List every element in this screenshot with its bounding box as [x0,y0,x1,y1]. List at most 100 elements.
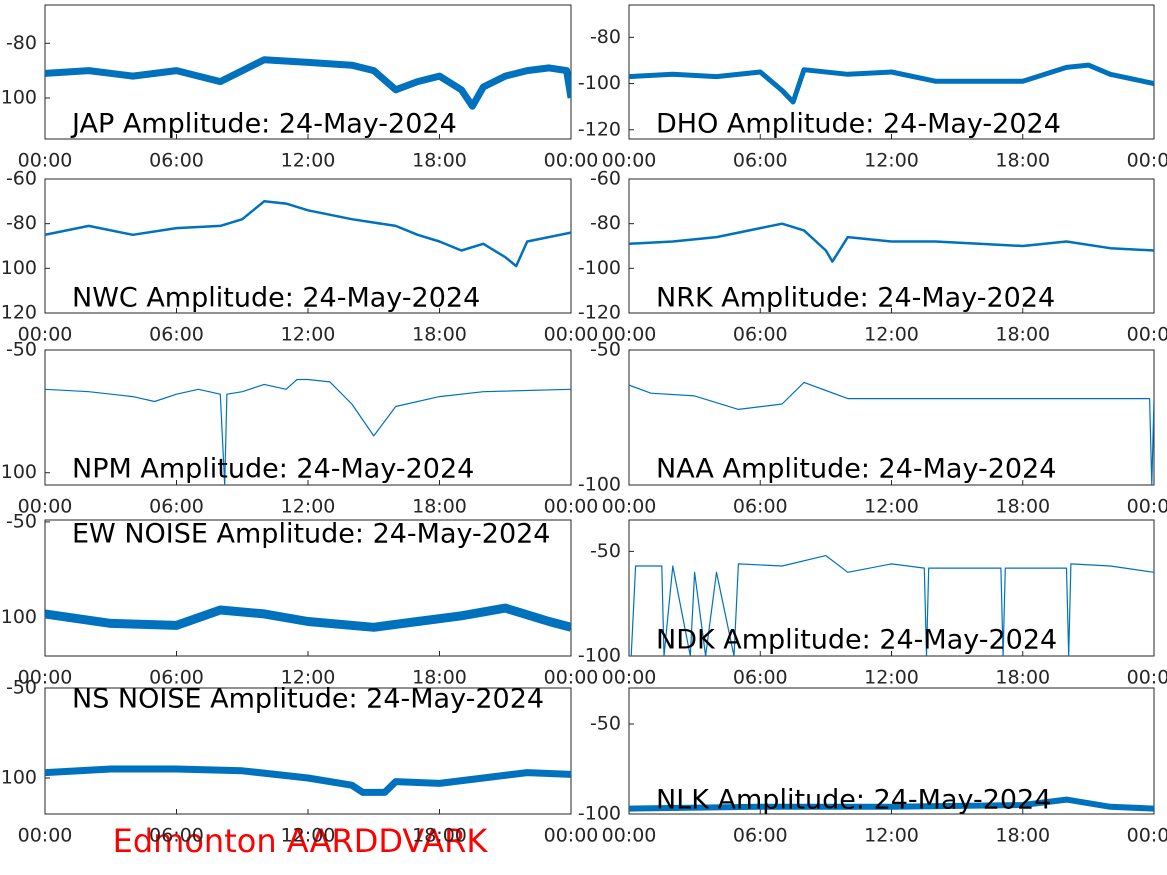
x-tick-label: 06:00 [733,667,788,689]
x-tick-label: 00:00 [18,324,73,346]
panel: 00:0006:0012:0018:0000:00-120-100-80-60N… [578,168,1167,346]
y-tick-label: -50 [590,339,621,361]
chart-title: NPM Amplitude: 24-May-2024 [72,454,474,485]
data-line [45,200,571,268]
y-tick-label: -100 [0,767,37,789]
y-tick-label: -60 [590,168,621,190]
axes-box [44,349,572,486]
y-tick-label: -100 [0,606,37,628]
x-tick-label: 12:00 [864,667,919,689]
y-tick-label: -120 [0,302,37,324]
y-tick-label: -80 [6,212,37,234]
chart-title: NAA Amplitude: 24-May-2024 [656,454,1056,485]
data-line [629,796,1154,812]
y-tick-label: -80 [590,26,621,48]
x-tick-label: 18:00 [995,150,1050,172]
x-tick-label: 18:00 [412,150,467,172]
x-tick-label: 00:00 [1127,825,1167,847]
panel: 00:00 06:00 12:00 18:00 00:00 -100 -50 NS NOISE… [0,677,598,847]
x-tick-label: 00:00 [544,667,599,689]
y-tick-label: -100 [0,461,37,483]
y-tick-label: -100 [578,645,621,667]
x-tick-label: 12:00 [281,150,336,172]
x-tick-label: 00:00 [602,825,657,847]
x-tick-label: 18:00 [412,324,467,346]
x-tick-label: 18:00 [995,825,1050,847]
x-tick-label: 00:00 [602,667,657,689]
x-tick-label: 00:00 [18,150,73,172]
x-tick-label: 00:00 [544,324,599,346]
x-tick-label: 00:00 [1127,667,1167,689]
x-tick-label: 00:00 [1127,496,1167,518]
axes-box [44,178,572,314]
x-tick-label: 06:00 [149,825,204,847]
y-tick-label: -80 [6,32,37,54]
y-tick-label: -100 [578,72,621,94]
y-tick-label: -80 [590,212,621,234]
x-tick-label: 00:00 [602,324,657,346]
y-tick-label: -50 [590,713,621,735]
chart-title: NLK Amplitude: 24-May-2024 [656,785,1051,816]
x-tick-label: 00:00 [544,150,599,172]
x-tick-label: 00:00 [18,496,73,518]
x-tick-label: 00:00 [1127,150,1167,172]
x-tick-label: 06:00 [149,496,204,518]
axes-box [44,687,572,815]
panel: 00:00 06:00 12:00 18:00 00:00 -120 -100 -80 DHO … [578,4,1167,172]
x-tick-label: 12:00 [281,825,336,847]
x-tick-label: 12:00 [864,825,919,847]
x-tick-label: 06:00 [733,825,788,847]
y-tick-label: -50 [6,339,37,361]
chart-title: NDK Amplitude: 24-May-2024 [656,625,1057,656]
x-tick-label: 18:00 [412,825,467,847]
x-tick-label: 06:00 [733,496,788,518]
panel: 00:00 06:00 12:00 18:00 00:00 -100 -50 NPM Ampl… [0,339,598,518]
x-tick-label: 18:00 [995,667,1050,689]
x-tick-label: 00:00 [602,496,657,518]
axes-box [628,178,1155,314]
x-tick-label: 06:00 [149,150,204,172]
x-tick-label: 12:00 [864,150,919,172]
x-tick-label: 18:00 [995,324,1050,346]
panel: 00:00 06:00 12:00 18:00 00:00 -100 -50 EW NOISE… [0,510,598,688]
axes-box [628,349,1155,486]
y-tick-label: -50 [6,677,37,699]
y-tick-label: -60 [6,168,37,190]
chart-title: DHO Amplitude: 24-May-2024 [656,109,1061,140]
y-tick-label: -50 [590,540,621,562]
y-tick-label: -120 [578,302,621,324]
y-tick-label: -100 [0,257,37,279]
data-line [629,381,1154,485]
x-tick-label: 18:00 [412,496,467,518]
data-line [45,603,571,632]
x-tick-label: 00:00 [544,496,599,518]
y-tick-label: -100 [578,474,621,496]
x-tick-label: 12:00 [864,324,919,346]
x-tick-label: 06:00 [149,324,204,346]
x-tick-label: 06:00 [733,324,788,346]
axes-box [44,519,572,657]
x-tick-label: 18:00 [995,496,1050,518]
chart-title: NWC Amplitude: 24-May-2024 [72,283,480,314]
x-tick-label: 12:00 [281,324,336,346]
x-tick-label: 06:00 [149,667,204,689]
caption: Edmonton AARDDVARK [113,822,489,860]
data-line [45,765,571,796]
data-line [629,62,1154,105]
x-tick-label: 00:00 [544,825,599,847]
data-line [45,56,571,110]
data-line [45,378,571,485]
panel: 00:00 06:00 12:00 18:00 00:00 -100 -80 JAP Ampl… [0,4,599,172]
chart-title: NS NOISE Amplitude: 24-May-2024 [72,684,544,715]
y-tick-label: -100 [578,803,621,825]
x-tick-label: 00:00 [602,150,657,172]
panel: 00:0006:0012:0018:0000:00-120-100-80-60N… [0,168,598,346]
chart-title: EW NOISE Amplitude: 24-May-2024 [72,519,550,550]
x-tick-label: 12:00 [281,496,336,518]
x-tick-label: 06:00 [733,150,788,172]
x-tick-label: 00:00 [1127,324,1167,346]
chart-title: NRK Amplitude: 24-May-2024 [656,283,1055,314]
chart-title: JAP Amplitude: 24-May-2024 [70,109,457,140]
